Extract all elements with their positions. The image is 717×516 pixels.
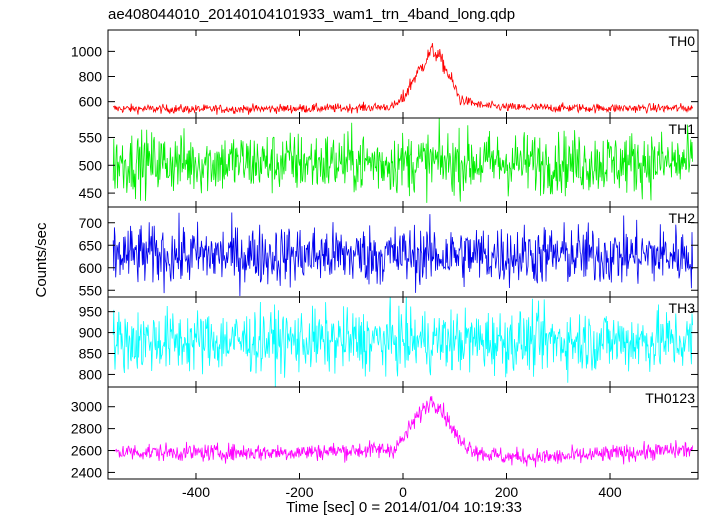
panel-th2: 550 600 650 700 TH2 <box>79 206 699 298</box>
panel-label: TH2 <box>669 210 696 226</box>
y-tick-label: 950 <box>79 304 103 320</box>
y-tick-label: 550 <box>79 129 103 145</box>
y-tick-label: 650 <box>79 237 103 253</box>
y-tick-label: 850 <box>79 346 103 362</box>
panel-label: TH1 <box>669 121 696 137</box>
panels-group: 600 800 1000 TH0 450 500 550 TH1 550 600 650 700 TH2… <box>71 29 699 500</box>
panel-frame <box>107 29 699 119</box>
y-tick-label: 2800 <box>71 421 102 437</box>
y-tick-label: 2600 <box>71 443 102 459</box>
panel-th3: 800 850 900 950 TH3 <box>79 296 699 388</box>
y-tick-label: 600 <box>79 260 103 276</box>
y-axis-label: Counts/sec <box>33 222 50 298</box>
lightcurve-th0123 <box>112 396 693 468</box>
panel-frame <box>107 386 699 480</box>
x-tick-label: -200 <box>285 484 313 500</box>
x-tick-label: 0 <box>399 484 407 500</box>
chart-title: ae408044010_20140104101933_wam1_trn_4ban… <box>108 6 515 23</box>
y-tick-label: 1000 <box>71 43 102 59</box>
lightcurve-th2 <box>112 212 693 297</box>
y-tick-label: 800 <box>79 69 103 85</box>
x-axis-label: Time [sec] 0 = 2014/01/04 10:19:33 <box>286 499 522 516</box>
lightcurve-th3 <box>112 297 693 387</box>
y-tick-label: 500 <box>79 157 103 173</box>
y-tick-label: 550 <box>79 282 103 298</box>
y-tick-label: 700 <box>79 215 103 231</box>
panel-label: TH0123 <box>645 390 695 406</box>
y-tick-label: 600 <box>79 94 103 110</box>
x-tick-label: 200 <box>495 484 519 500</box>
panel-th1: 450 500 550 TH1 <box>79 117 699 208</box>
y-tick-label: 2400 <box>71 464 102 480</box>
y-tick-label: 450 <box>79 185 103 201</box>
lightcurve-th1 <box>112 118 693 203</box>
lightcurve-th0 <box>112 42 693 115</box>
y-tick-label: 3000 <box>71 399 102 415</box>
x-tick-label: -400 <box>182 484 210 500</box>
panel-frame <box>107 206 699 298</box>
x-tick-label: 400 <box>598 484 622 500</box>
panel-frame <box>107 117 699 208</box>
panel-th0: 600 800 1000 TH0 <box>71 29 699 119</box>
y-tick-label: 800 <box>79 366 103 382</box>
panel-th0123: 2400 2600 2800 3000 TH0123 -400 -200 0 200 400 <box>71 386 699 500</box>
panel-label: TH3 <box>669 300 696 316</box>
panel-label: TH0 <box>669 33 696 49</box>
y-tick-label: 900 <box>79 325 103 341</box>
